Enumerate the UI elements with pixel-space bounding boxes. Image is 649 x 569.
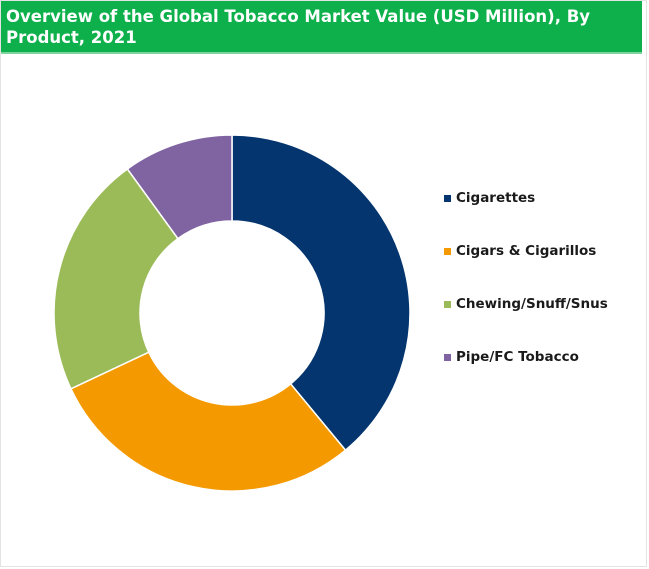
legend-label: Cigarettes: [456, 190, 536, 206]
legend-item-chewing-snuff-snus: Chewing/Snuff/Snus: [444, 294, 608, 314]
donut-slice-pipe-fc-tobacco: [126, 134, 233, 240]
legend-swatch: [444, 247, 451, 255]
chart-title: Overview of the Global Tobacco Market Va…: [6, 7, 591, 47]
legend-label: Cigars & Cigarillos: [456, 243, 597, 259]
legend-item-cigars-cigarillos: Cigars & Cigarillos: [444, 241, 596, 261]
legend-swatch: [444, 194, 451, 202]
legend-item-pipe-fc-tobacco: Pipe/FC Tobacco: [444, 347, 579, 367]
donut-slice-chewing-snuff-snus: [53, 167, 179, 390]
chart-title-bar: Overview of the Global Tobacco Market Va…: [1, 1, 642, 54]
donut-slice-cigarettes: [231, 134, 411, 452]
legend-swatch: [444, 353, 451, 361]
legend-item-cigarettes: Cigarettes: [444, 188, 535, 208]
legend-swatch: [444, 300, 451, 308]
legend-label: Chewing/Snuff/Snus: [456, 296, 608, 312]
legend-label: Pipe/FC Tobacco: [456, 349, 579, 365]
donut-slice-cigars-cigarillos: [69, 351, 347, 492]
